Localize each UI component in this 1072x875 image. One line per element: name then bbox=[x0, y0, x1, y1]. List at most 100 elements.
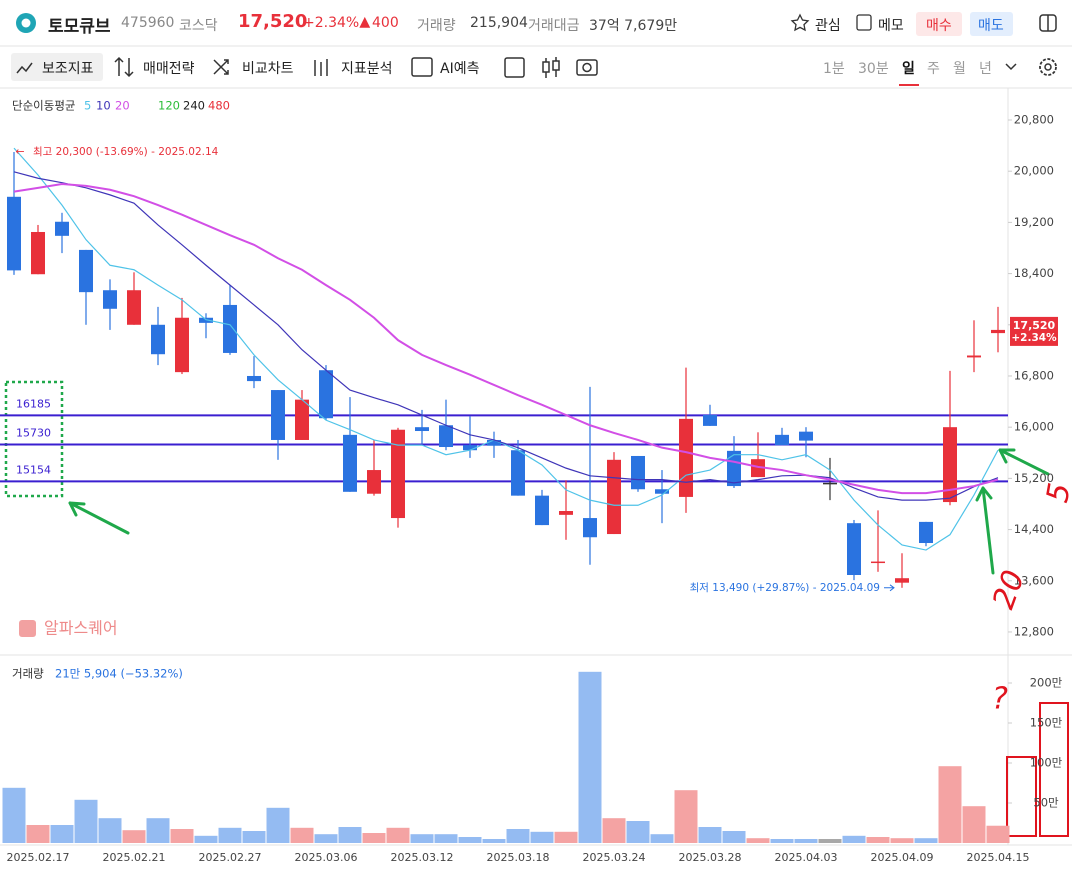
candle-icon-body bbox=[542, 61, 550, 73]
candle-body bbox=[223, 304, 237, 353]
volume-bar bbox=[962, 806, 986, 843]
y-tick-label: 18,400 bbox=[1014, 266, 1054, 280]
handwriting: 5 bbox=[1040, 480, 1072, 505]
handwriting: ? bbox=[992, 682, 1008, 717]
buy-button[interactable] bbox=[916, 12, 962, 36]
watermark: 알파스퀘어 bbox=[44, 619, 118, 638]
candle-body bbox=[943, 427, 957, 503]
candle-body bbox=[967, 355, 981, 358]
x-tick-label: 2025.02.21 bbox=[103, 851, 166, 864]
y-tick-label: 14,400 bbox=[1014, 522, 1054, 536]
tool[interactable]: AI예측 bbox=[440, 61, 480, 77]
change: 400 bbox=[372, 15, 399, 31]
gear-icon[interactable] bbox=[1039, 58, 1057, 76]
volume-bar bbox=[650, 834, 674, 843]
button[interactable]: 관심 bbox=[815, 18, 841, 34]
volume-bar bbox=[458, 837, 482, 843]
dotted-box bbox=[4, 380, 64, 498]
sell-button[interactable] bbox=[970, 12, 1013, 36]
period[interactable]: 월 bbox=[953, 61, 966, 77]
level-label: 15154 bbox=[16, 463, 51, 476]
tool[interactable]: 지표분석 bbox=[341, 61, 393, 77]
up-triangle bbox=[359, 16, 371, 28]
volume-bar bbox=[674, 790, 698, 843]
period[interactable]: 1분 bbox=[823, 61, 845, 77]
y-tick-label: 13,600 bbox=[1014, 573, 1054, 587]
volume-bar bbox=[50, 825, 74, 843]
logo-inner bbox=[21, 18, 31, 28]
candle-body bbox=[367, 470, 381, 494]
candle-body bbox=[871, 561, 885, 564]
tool[interactable]: 매매전략 bbox=[143, 61, 195, 77]
volume-bar bbox=[98, 818, 122, 843]
tool[interactable]: 보조지표 bbox=[42, 61, 94, 77]
camera-icon[interactable] bbox=[576, 59, 598, 76]
x-tick-label: 2025.03.18 bbox=[487, 851, 550, 864]
volume-bar bbox=[2, 787, 26, 843]
volume-bar bbox=[914, 838, 938, 843]
volume-bar bbox=[818, 839, 842, 843]
candle-body bbox=[823, 482, 837, 485]
y-tick-label: 20,000 bbox=[1014, 164, 1054, 178]
period[interactable]: 년 bbox=[979, 61, 992, 77]
x-tick-label: 2025.03.12 bbox=[391, 851, 454, 864]
star-icon[interactable] bbox=[790, 13, 810, 32]
y-tick-label: 20,800 bbox=[1014, 112, 1054, 126]
candle-body bbox=[79, 249, 93, 293]
candle-body bbox=[271, 390, 285, 440]
volume-bar bbox=[122, 830, 146, 843]
volume-bar bbox=[482, 839, 506, 843]
x-tick-label: 2025.04.03 bbox=[775, 851, 838, 864]
candle-body bbox=[559, 511, 573, 515]
legend-entry: 20 bbox=[115, 99, 130, 113]
volume-bar bbox=[218, 827, 242, 843]
volume-bar bbox=[578, 671, 602, 843]
volume-bar bbox=[938, 766, 962, 843]
candle-body bbox=[919, 521, 933, 544]
candle-body bbox=[703, 415, 717, 426]
volume-bar bbox=[770, 839, 794, 843]
vol-tick-label: 50만 bbox=[1033, 796, 1059, 810]
vol-tick-label: 200만 bbox=[1030, 676, 1063, 690]
x-tick-label: 2025.02.17 bbox=[7, 851, 70, 864]
volume-bar bbox=[794, 839, 818, 843]
candle-body bbox=[391, 429, 405, 519]
low-arrow bbox=[884, 584, 895, 592]
x-tick-label: 2025.03.06 bbox=[295, 851, 358, 864]
level-label: 16185 bbox=[16, 397, 51, 410]
candle-body bbox=[607, 459, 621, 535]
volume-bar bbox=[74, 799, 98, 843]
candle-body bbox=[151, 324, 165, 355]
candle-body bbox=[631, 455, 645, 490]
tool-highlight bbox=[11, 53, 103, 81]
square-icon[interactable] bbox=[504, 57, 525, 78]
candle-body bbox=[319, 370, 333, 419]
gear-center bbox=[1044, 63, 1052, 71]
tool[interactable]: 비교차트 bbox=[242, 61, 294, 77]
button[interactable]: 매도 bbox=[978, 18, 1004, 34]
button[interactable]: 메모 bbox=[878, 18, 904, 34]
x-tick-label: 2025.03.28 bbox=[679, 851, 742, 864]
high-note: 최고 20,300 (-13.69%) - 2025.02.14 bbox=[33, 146, 219, 158]
candle-body bbox=[679, 418, 693, 497]
volume-bar bbox=[602, 818, 626, 843]
volume-bar bbox=[170, 829, 194, 843]
memo-icon[interactable] bbox=[856, 14, 872, 31]
candle-body bbox=[55, 221, 69, 236]
period[interactable]: 주 bbox=[927, 61, 940, 77]
period[interactable]: 30분 bbox=[858, 61, 889, 77]
candle-body bbox=[439, 425, 453, 448]
y-tick-label: 16,800 bbox=[1014, 368, 1054, 382]
arrows bbox=[68, 448, 1050, 575]
price: 17,520 bbox=[238, 11, 308, 32]
period[interactable]: 일 bbox=[902, 61, 915, 77]
ai-icon bbox=[411, 57, 433, 77]
tool-icon bbox=[16, 62, 33, 74]
chevron[interactable] bbox=[1005, 63, 1017, 71]
button[interactable]: 매수 bbox=[926, 18, 952, 34]
candle-body bbox=[535, 495, 549, 526]
candle-icon-body bbox=[552, 60, 560, 71]
volume-bar bbox=[626, 821, 650, 843]
volume-bar bbox=[194, 835, 218, 843]
